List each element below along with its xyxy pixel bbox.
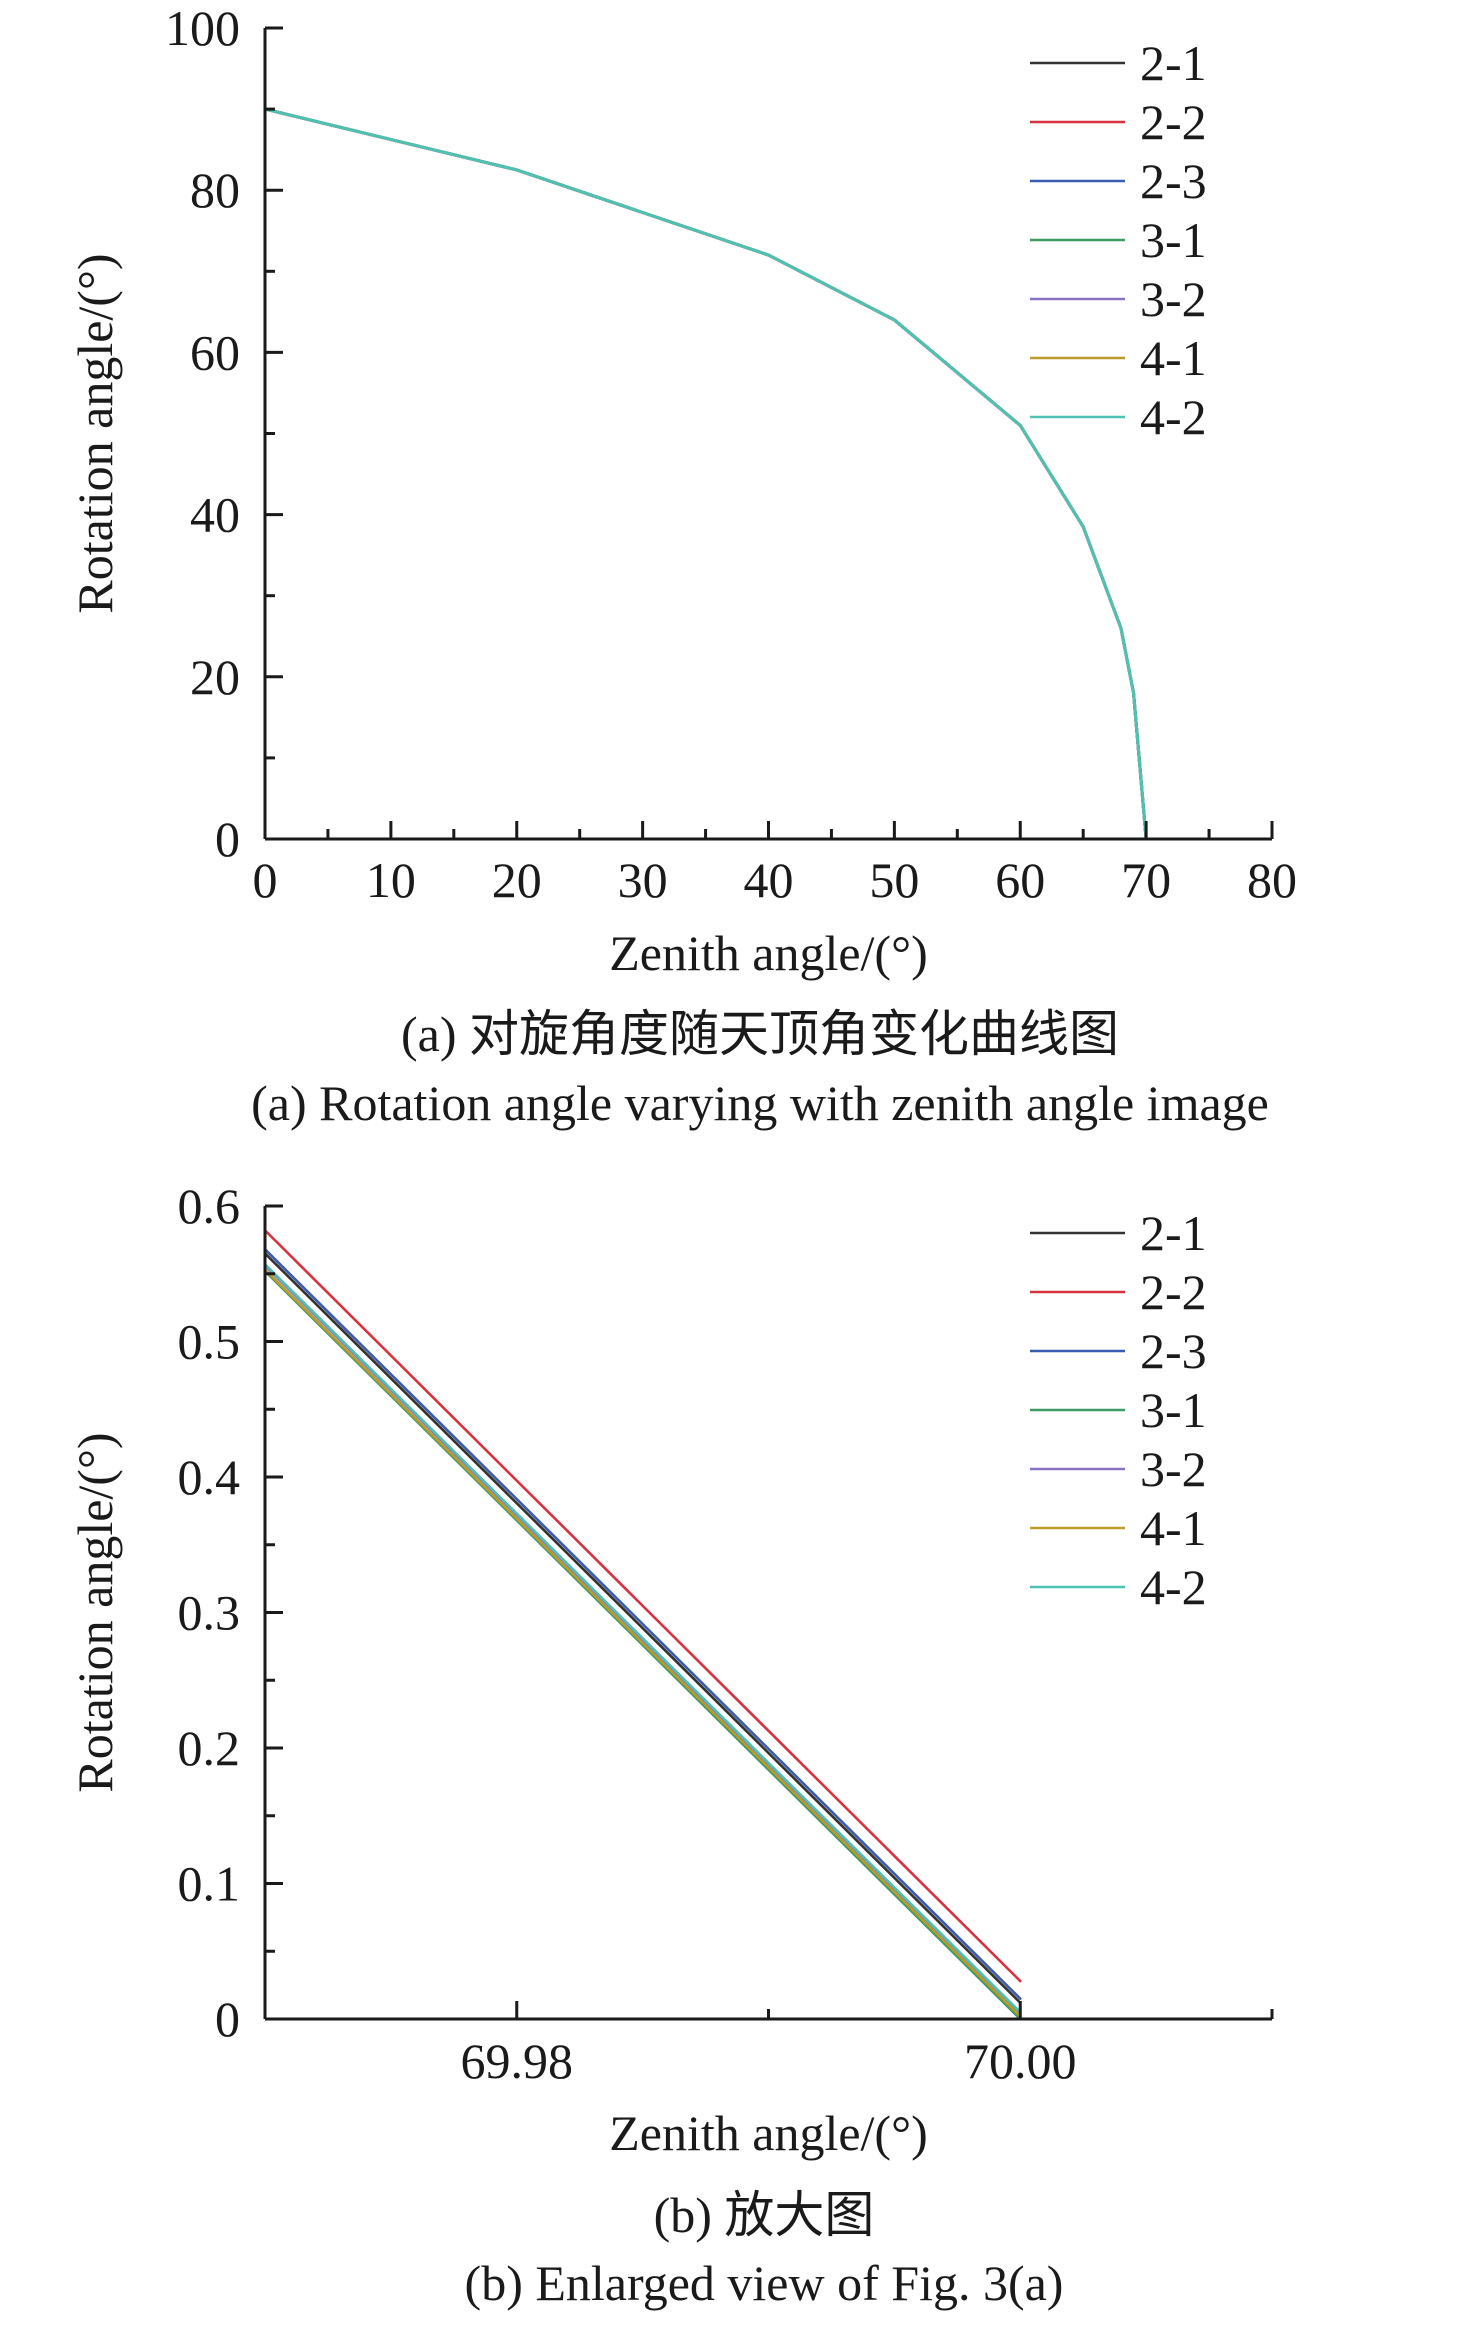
legend-label: 4-2 bbox=[1140, 389, 1207, 445]
legend-label: 4-1 bbox=[1140, 330, 1207, 386]
y-tick-label: 0.2 bbox=[178, 1720, 241, 1776]
x-tick-label: 69.98 bbox=[461, 2033, 574, 2089]
y-tick-label: 0.1 bbox=[178, 1856, 241, 1912]
y-tick-label: 100 bbox=[165, 0, 240, 56]
x-axis-title: Zenith angle/(°) bbox=[609, 2105, 927, 2161]
x-tick-label: 70 bbox=[1121, 852, 1171, 908]
x-axis-title: Zenith angle/(°) bbox=[609, 925, 927, 981]
chart-a: 0 20 40 60 80 100 0 10 20 30 40 50 60 70 80 Zenith angl… bbox=[67, 0, 1297, 1131]
y-tick-label: 20 bbox=[190, 649, 240, 705]
x-tick-label: 0 bbox=[253, 852, 278, 908]
series-line-2-2 bbox=[263, 107, 1148, 841]
series-line-3-2 bbox=[263, 107, 1148, 841]
x-tick-label: 40 bbox=[744, 852, 794, 908]
series-line-4-1 bbox=[263, 107, 1148, 841]
x-tick-label: 20 bbox=[492, 852, 542, 908]
caption-en: (b) Enlarged view of Fig. 3(a) bbox=[465, 2255, 1064, 2311]
x-tick-label: 30 bbox=[618, 852, 668, 908]
legend-label: 3-1 bbox=[1140, 1382, 1207, 1438]
legend-label: 2-2 bbox=[1140, 1264, 1207, 1320]
series-line-4-2 bbox=[263, 107, 1148, 841]
legend-label: 3-2 bbox=[1140, 1441, 1207, 1497]
legend-label: 3-1 bbox=[1140, 212, 1207, 268]
y-tick-label: 0 bbox=[215, 1991, 240, 2047]
y-axis-title: Rotation angle/(°) bbox=[67, 1432, 123, 1792]
y-tick-label: 80 bbox=[190, 162, 240, 218]
legend-label: 2-3 bbox=[1140, 1323, 1207, 1379]
y-tick-label: 0.6 bbox=[178, 1178, 241, 1234]
y-tick-label: 0.4 bbox=[178, 1449, 241, 1505]
caption-cn: (a) 对旋角度随天顶角变化曲线图 bbox=[401, 1006, 1119, 1062]
legend-label: 3-2 bbox=[1140, 271, 1207, 327]
series-line-2-1 bbox=[263, 1252, 1022, 2005]
caption-cn: (b) 放大图 bbox=[654, 2187, 875, 2243]
y-tick-label: 40 bbox=[190, 487, 240, 543]
x-tick-label: 80 bbox=[1247, 852, 1297, 908]
legend-label: 4-2 bbox=[1140, 1559, 1207, 1615]
caption-en: (a) Rotation angle varying with zenith a… bbox=[251, 1075, 1269, 1131]
x-tick-label: 10 bbox=[366, 852, 416, 908]
x-tick-label: 70.00 bbox=[964, 2033, 1077, 2089]
y-tick-label: 60 bbox=[190, 324, 240, 380]
series-line-4-2 bbox=[263, 1262, 1022, 2014]
y-tick-label: 0.3 bbox=[178, 1585, 241, 1641]
x-tick-label: 50 bbox=[869, 852, 919, 908]
chart-b: 0 0.1 0.2 0.3 0.4 0.5 0.6 69.98 70.00 Zenith angl… bbox=[67, 1178, 1274, 2311]
series-line-2-2 bbox=[263, 1229, 1022, 1983]
y-tick-label: 0 bbox=[215, 811, 240, 867]
legend: 2-12-22-33-13-24-14-2 bbox=[1030, 35, 1207, 445]
legend-label: 2-2 bbox=[1140, 94, 1207, 150]
series-line-2-3 bbox=[263, 1248, 1022, 2000]
y-axis-title: Rotation angle/(°) bbox=[67, 253, 123, 613]
series-line-2-1 bbox=[263, 107, 1148, 841]
y-tick-label: 0.5 bbox=[178, 1314, 241, 1370]
legend-label: 2-3 bbox=[1140, 153, 1207, 209]
series-line-4-1 bbox=[263, 1268, 1022, 2018]
series-line-3-1 bbox=[263, 107, 1148, 841]
legend-label: 2-1 bbox=[1140, 1205, 1207, 1261]
legend-label: 2-1 bbox=[1140, 35, 1207, 91]
x-tick-label: 60 bbox=[995, 852, 1045, 908]
legend: 2-12-22-33-13-24-14-2 bbox=[1030, 1205, 1207, 1615]
legend-label: 4-1 bbox=[1140, 1500, 1207, 1556]
series-line-2-3 bbox=[263, 107, 1148, 841]
